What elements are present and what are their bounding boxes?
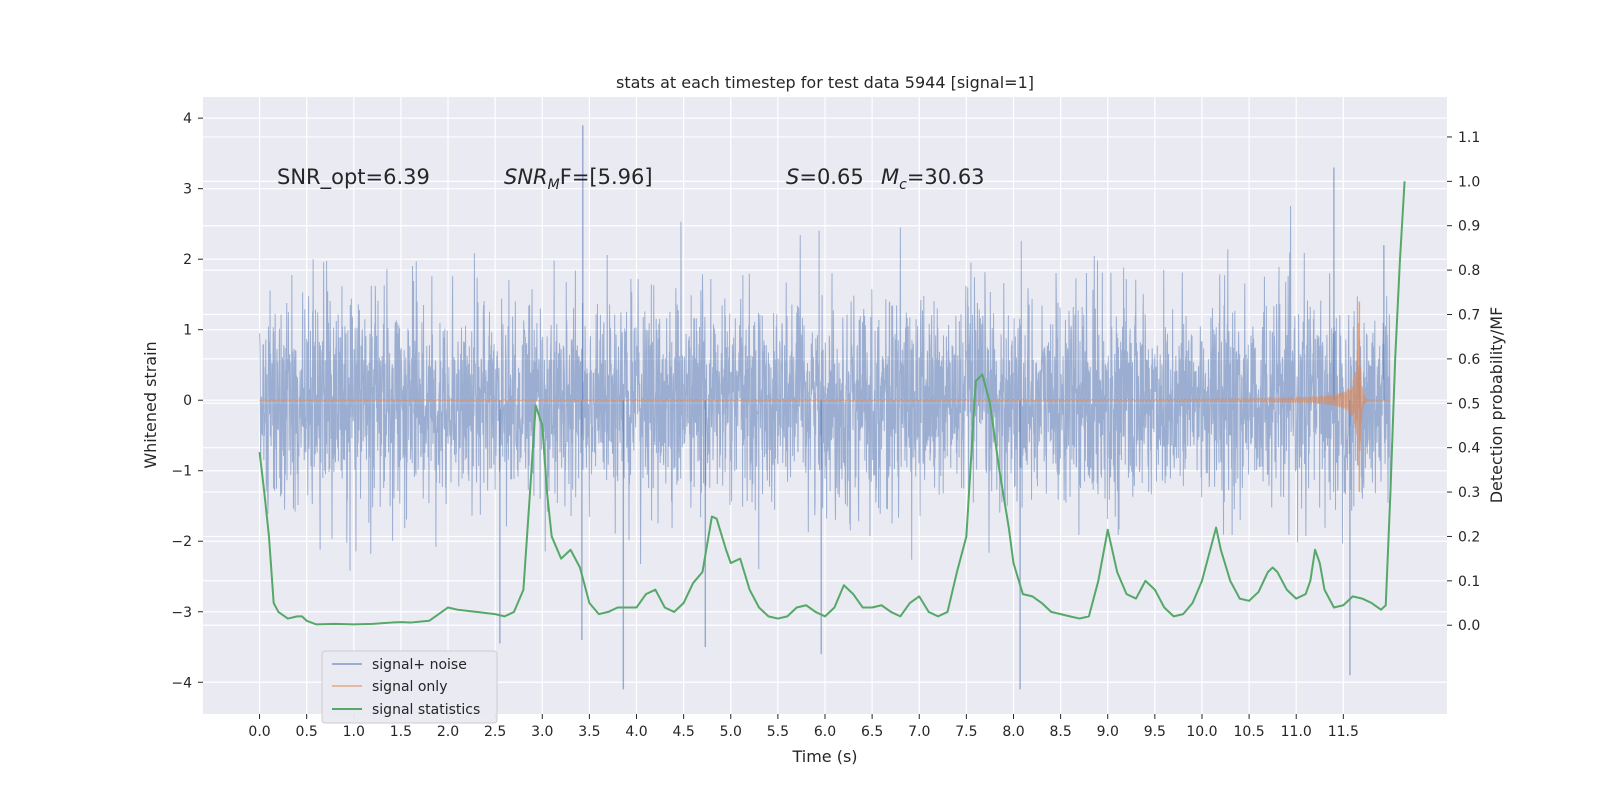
- annotation-snr-mf: SNRMF=[5.96]: [504, 165, 653, 193]
- y2-tick-label: 0.4: [1458, 441, 1480, 457]
- series-signal-noise-line: [259, 206, 1391, 571]
- x-tick-label: 7.5: [955, 724, 977, 740]
- y-axis-ticks: −4 −3 −2 −1 0 1 2 3 4: [171, 111, 203, 691]
- y2-tick-label: 1.1: [1458, 130, 1480, 146]
- x-tick-label: 4.5: [673, 724, 695, 740]
- annotation-s: S=0.65: [786, 165, 864, 189]
- x-tick-label: 10.0: [1186, 724, 1217, 740]
- x-tick-label: 0.5: [296, 724, 318, 740]
- x-tick-label: 3.0: [531, 724, 553, 740]
- x-axis-ticks: 0.0 0.5 1.0 1.5 2.0 2.5 3.0 3.5 4.0 4.5 5.0 5.5 6.0 6…: [248, 714, 1359, 740]
- y-tick-label: −4: [171, 675, 192, 691]
- y-tick-label: 3: [183, 182, 192, 198]
- plot-content: [258, 125, 1406, 690]
- x-tick-label: 11.0: [1281, 724, 1312, 740]
- series-signal-only: [259, 301, 1391, 492]
- y-tick-label: 1: [183, 323, 192, 339]
- series-signal-statistics: [258, 181, 1406, 626]
- annotation-s-value: =0.65: [799, 165, 863, 189]
- x-tick-label: 0.0: [248, 724, 270, 740]
- y-tick-label: 2: [183, 252, 192, 268]
- annotation-snr-mf-sub: M: [548, 177, 560, 193]
- annotation-mc-sub: c: [899, 177, 907, 193]
- y-tick-label: 4: [183, 111, 192, 127]
- annotation-mc: Mc=30.63: [881, 165, 985, 193]
- y2-tick-label: 0.8: [1458, 263, 1480, 279]
- y2-tick-label: 0.5: [1458, 396, 1480, 412]
- legend-box: [321, 650, 498, 724]
- legend-label-signal-noise: signal+ noise: [372, 657, 467, 673]
- x-tick-label: 5.0: [720, 724, 742, 740]
- y2-tick-label: 0.2: [1458, 529, 1480, 545]
- chart-title: stats at each timestep for test data 594…: [616, 73, 1034, 92]
- y-tick-label: −3: [171, 605, 192, 621]
- series-signal-noise: [259, 125, 1391, 690]
- y2-axis-ticks: 0.0 0.1 0.2 0.3 0.4 0.5 0.6 0.7 0.8 0.9 1.0 1.1: [1447, 130, 1480, 634]
- x-tick-label: 4.0: [625, 724, 647, 740]
- x-tick-label: 2.0: [437, 724, 459, 740]
- annotation-snr-mf-main: SNR: [504, 165, 548, 189]
- x-tick-label: 8.0: [1002, 724, 1024, 740]
- annotation-snr-opt: SNR_opt=6.39: [277, 165, 430, 190]
- x-tick-label: 3.5: [578, 724, 600, 740]
- y-tick-label: −1: [171, 464, 192, 480]
- x-tick-label: 6.5: [861, 724, 883, 740]
- series-signal-statistics-line: [258, 181, 1406, 626]
- x-axis-label: Time (s): [791, 747, 857, 766]
- x-tick-label: 6.0: [814, 724, 836, 740]
- annotation-mc-label: M: [881, 165, 899, 189]
- y2-tick-label: 0.6: [1458, 352, 1480, 368]
- y2-tick-label: 0.3: [1458, 485, 1480, 501]
- x-tick-label: 7.0: [908, 724, 930, 740]
- y2-axis-label: Detection probability/MF: [1487, 307, 1506, 504]
- y-tick-label: −2: [171, 534, 192, 550]
- x-tick-label: 10.5: [1234, 724, 1265, 740]
- y2-tick-label: 1.0: [1458, 174, 1480, 190]
- annotation-mc-value: =30.63: [907, 165, 985, 189]
- legend-label-signal-statistics: signal statistics: [372, 702, 480, 718]
- legend: signal+ noise signal only signal statist…: [321, 650, 498, 724]
- x-tick-label: 2.5: [484, 724, 506, 740]
- y-tick-label: 0: [183, 393, 192, 409]
- x-tick-label: 9.0: [1097, 724, 1119, 740]
- y-axis-label: Whitened strain: [141, 341, 160, 468]
- y2-tick-label: 0.0: [1458, 618, 1480, 634]
- x-tick-label: 8.5: [1049, 724, 1071, 740]
- annotation-snr-mf-rest: F=[5.96]: [560, 165, 653, 189]
- x-tick-label: 9.5: [1144, 724, 1166, 740]
- x-tick-label: 11.5: [1328, 724, 1359, 740]
- x-tick-label: 1.5: [390, 724, 412, 740]
- y2-tick-label: 0.7: [1458, 308, 1480, 324]
- y2-tick-label: 0.9: [1458, 219, 1480, 235]
- legend-label-signal-only: signal only: [372, 679, 447, 695]
- y2-tick-label: 0.1: [1458, 574, 1480, 590]
- x-tick-label: 1.0: [343, 724, 365, 740]
- series-signal-only-line: [259, 323, 1391, 465]
- annotation-s-label: S: [786, 165, 799, 189]
- x-tick-label: 5.5: [767, 724, 789, 740]
